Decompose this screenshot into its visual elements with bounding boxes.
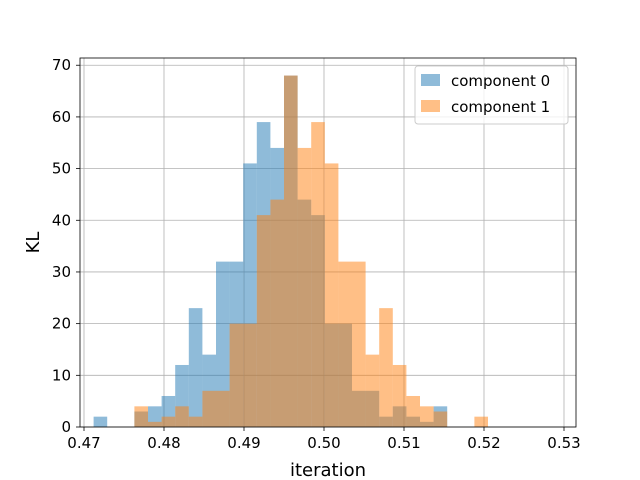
bar-component-1: [311, 122, 325, 427]
y-tick-label: 0: [61, 418, 71, 436]
legend: component 0 component 1: [414, 65, 569, 125]
bar-component-1: [379, 308, 393, 427]
x-axis-ticks: 0.47 0.48 0.49 0.50 0.51 0.52 0.53: [67, 427, 581, 452]
bar-component-0: [216, 261, 230, 427]
bar-component-1: [161, 416, 176, 427]
bar-component-1: [433, 411, 448, 427]
y-tick-label: 40: [52, 211, 71, 229]
x-tick-label: 0.47: [67, 434, 100, 452]
bar-component-1: [243, 323, 257, 427]
x-tick-label: 0.50: [307, 434, 340, 452]
y-tick-label: 30: [52, 263, 71, 281]
y-tick-label: 60: [52, 108, 71, 126]
bar-component-1: [392, 364, 407, 427]
bar-component-1: [175, 406, 189, 427]
y-tick-label: 20: [52, 315, 71, 333]
y-axis-label: KL: [23, 232, 44, 254]
y-tick-label: 10: [52, 366, 71, 384]
bar-component-1: [134, 406, 148, 427]
y-axis-ticks: 0 10 20 30 40 50 60 70: [52, 56, 80, 436]
x-tick-label: 0.53: [547, 434, 580, 452]
bar-component-1: [297, 147, 312, 427]
y-tick-label: 70: [52, 56, 71, 74]
bar-component-1: [365, 354, 380, 427]
bar-component-1: [270, 199, 284, 427]
legend-box: [414, 65, 569, 125]
bar-component-1: [338, 261, 352, 427]
bar-component-0: [188, 308, 203, 427]
bar-component-1: [148, 421, 162, 427]
bar-component-1: [352, 261, 366, 427]
legend-label-component-1: component 1: [451, 98, 550, 116]
legend-swatch-component-0: [421, 74, 440, 86]
bar-component-1: [229, 323, 244, 427]
x-tick-label: 0.49: [227, 434, 260, 452]
bar-component-1: [420, 406, 434, 427]
x-tick-label: 0.51: [387, 434, 420, 452]
x-axis-label: iteration: [290, 460, 366, 480]
bar-component-1: [202, 390, 216, 427]
bar-component-1: [406, 395, 420, 427]
legend-label-component-0: component 0: [451, 72, 550, 90]
bar-component-1: [216, 390, 230, 427]
y-tick-label: 50: [52, 160, 71, 178]
bar-component-1: [188, 416, 203, 427]
bar-component-1: [474, 416, 488, 427]
plot-frame: [79, 57, 577, 428]
bar-component-1: [284, 75, 298, 428]
bar-component-1: [324, 163, 339, 427]
bar-component-0: [93, 416, 108, 427]
x-tick-label: 0.52: [467, 434, 500, 452]
x-tick-label: 0.48: [147, 434, 180, 452]
bar-component-1: [256, 215, 271, 427]
series-component-1-bars: [134, 75, 488, 428]
legend-swatch-component-1: [421, 100, 440, 112]
